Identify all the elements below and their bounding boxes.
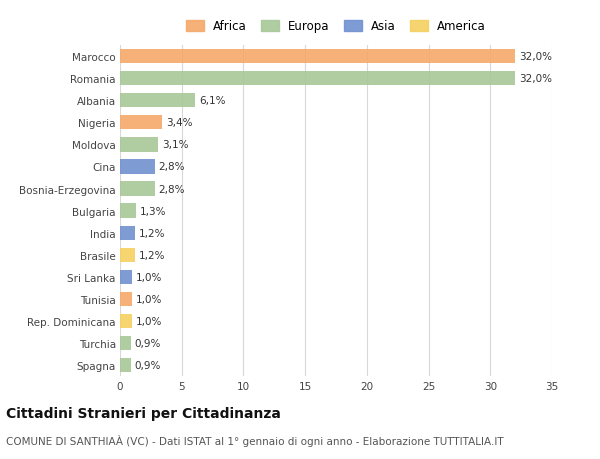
Text: 1,0%: 1,0% bbox=[136, 294, 163, 304]
Text: 1,2%: 1,2% bbox=[139, 228, 165, 238]
Text: 2,8%: 2,8% bbox=[158, 184, 185, 194]
Bar bbox=[120, 314, 133, 329]
Bar bbox=[120, 248, 135, 263]
Bar bbox=[120, 358, 131, 373]
Legend: Africa, Europa, Asia, America: Africa, Europa, Asia, America bbox=[186, 21, 486, 34]
Text: 3,4%: 3,4% bbox=[166, 118, 192, 128]
Text: 0,9%: 0,9% bbox=[135, 360, 161, 370]
Bar bbox=[120, 94, 195, 108]
Bar bbox=[120, 116, 162, 130]
Bar bbox=[120, 292, 133, 307]
Text: 1,2%: 1,2% bbox=[139, 250, 165, 260]
Bar bbox=[120, 138, 158, 152]
Text: 32,0%: 32,0% bbox=[518, 52, 551, 62]
Text: 1,3%: 1,3% bbox=[140, 206, 166, 216]
Text: 6,1%: 6,1% bbox=[199, 96, 226, 106]
Bar bbox=[120, 204, 136, 218]
Bar bbox=[120, 226, 135, 241]
Text: COMUNE DI SANTHIAÀ (VC) - Dati ISTAT al 1° gennaio di ogni anno - Elaborazione T: COMUNE DI SANTHIAÀ (VC) - Dati ISTAT al … bbox=[6, 434, 503, 446]
Bar bbox=[120, 72, 515, 86]
Text: 32,0%: 32,0% bbox=[518, 74, 551, 84]
Bar bbox=[120, 182, 155, 196]
Text: 3,1%: 3,1% bbox=[162, 140, 188, 150]
Text: Cittadini Stranieri per Cittadinanza: Cittadini Stranieri per Cittadinanza bbox=[6, 406, 281, 420]
Text: 1,0%: 1,0% bbox=[136, 316, 163, 326]
Text: 0,9%: 0,9% bbox=[135, 338, 161, 348]
Text: 2,8%: 2,8% bbox=[158, 162, 185, 172]
Bar bbox=[120, 160, 155, 174]
Text: 1,0%: 1,0% bbox=[136, 272, 163, 282]
Bar bbox=[120, 50, 515, 64]
Bar bbox=[120, 336, 131, 351]
Bar bbox=[120, 270, 133, 285]
